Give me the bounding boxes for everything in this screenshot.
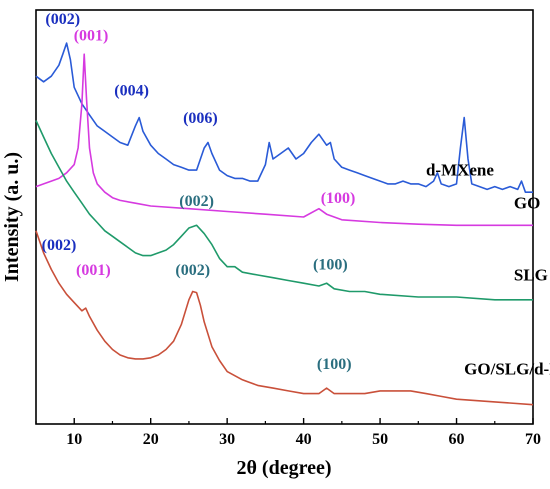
series-label-go-slg-d-mxene: GO/SLG/d-MXene (464, 359, 550, 378)
peak-annotation: (100) (321, 190, 356, 207)
x-axis: 10 20 30 40 50 60 70 (35, 418, 541, 448)
series-line-go-slg-d-mxene (35, 230, 534, 406)
peak-annotation: (001) (76, 262, 111, 279)
peak-annotation: (006) (183, 110, 218, 127)
series-label-slg: SLG (514, 265, 548, 284)
x-tick-label: 20 (143, 431, 159, 448)
series-line-d-mxene (35, 42, 533, 193)
peak-annotation: (100) (313, 256, 348, 273)
peak-annotation: (002) (179, 193, 214, 210)
series-label-layer: d-MXene GO SLG GO/SLG/d-MXene (426, 161, 550, 379)
plot-frame (35, 9, 534, 425)
series-label-d-mxene: d-MXene (426, 161, 494, 180)
x-tick-label: 30 (219, 431, 235, 448)
peak-annotation: (002) (45, 11, 80, 28)
y-axis-title: Intensity (a. u.) (1, 152, 23, 282)
x-tick-label: 40 (296, 431, 312, 448)
x-tick-label: 70 (525, 431, 541, 448)
x-axis-title: 2θ (degree) (236, 457, 331, 479)
peak-annotation: (002) (175, 262, 210, 279)
x-tick-label: 10 (66, 431, 82, 448)
x-tick-label: 50 (372, 431, 388, 448)
series-layer (35, 42, 534, 406)
annotation-layer: (002)(001)(004)(006)(100)(002)(100)(002)… (42, 11, 356, 373)
series-line-slg (35, 120, 533, 301)
peak-annotation: (001) (74, 27, 109, 44)
x-tick-label: 60 (449, 431, 465, 448)
plot-area-border (35, 9, 534, 425)
series-line-go (35, 53, 533, 227)
peak-annotation: (002) (42, 237, 77, 254)
series-label-go: GO (514, 194, 540, 213)
peak-annotation: (004) (114, 83, 149, 100)
peak-annotation: (100) (317, 356, 352, 373)
